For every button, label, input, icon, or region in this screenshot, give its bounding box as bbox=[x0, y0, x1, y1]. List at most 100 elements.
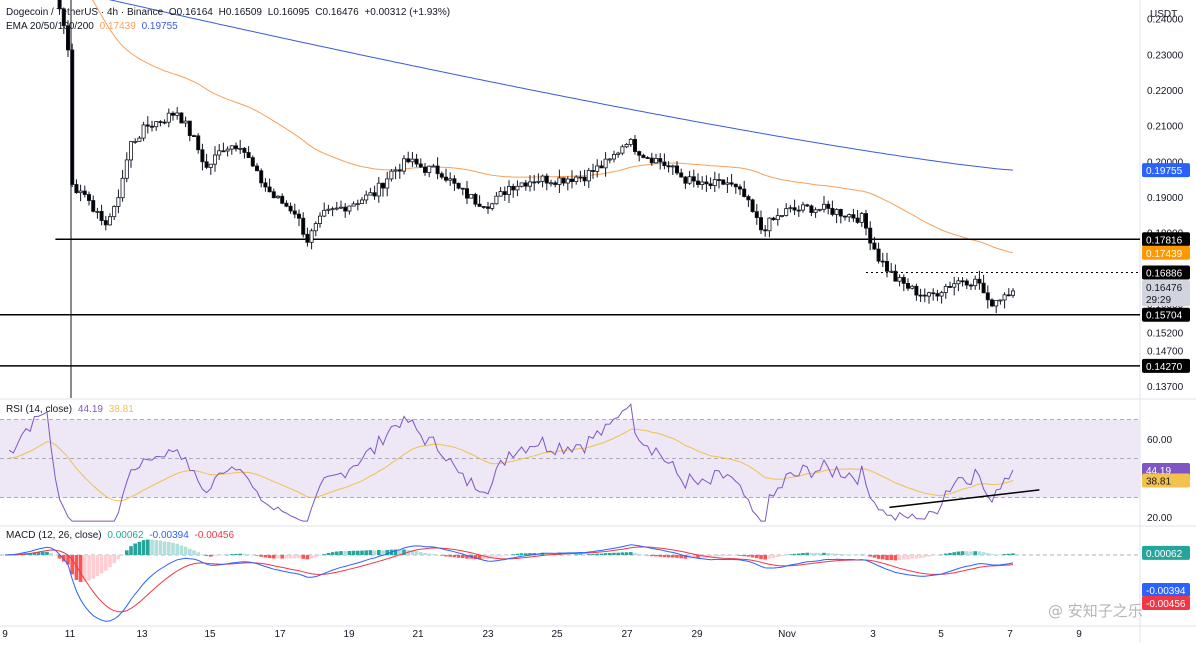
candle-body bbox=[977, 278, 982, 284]
candle-body bbox=[133, 140, 138, 143]
candle-body bbox=[490, 203, 495, 209]
candle-body bbox=[1006, 294, 1011, 297]
candle-body bbox=[796, 209, 801, 212]
macd-hist-bar bbox=[188, 548, 192, 555]
macd-hist-bar bbox=[994, 554, 998, 555]
price-badge-countdown: 29:29 bbox=[1146, 295, 1171, 306]
macd-hist-bar bbox=[53, 555, 58, 556]
macd-hist-bar bbox=[671, 555, 675, 558]
candle-body bbox=[368, 192, 373, 196]
macd-hist-bar bbox=[771, 555, 776, 558]
macd-hist-bar bbox=[267, 555, 272, 559]
candle-body bbox=[317, 215, 322, 224]
candle-body bbox=[876, 248, 881, 262]
macd-hist-bar bbox=[624, 552, 629, 555]
candle-body bbox=[485, 206, 490, 209]
high-value: H0.16509 bbox=[218, 7, 262, 18]
macd-hist-bar bbox=[633, 552, 637, 555]
candle-body bbox=[326, 208, 331, 211]
candle-body bbox=[439, 173, 444, 178]
candle-body bbox=[536, 180, 541, 183]
macd-hist-bar bbox=[834, 553, 839, 555]
candle-body bbox=[784, 208, 789, 216]
macd-hist-bar bbox=[742, 555, 746, 557]
candle-body bbox=[931, 292, 936, 295]
macd-hist-bar bbox=[398, 549, 402, 555]
candle-body bbox=[296, 213, 301, 219]
macd-hist-bar bbox=[167, 542, 171, 555]
macd-hist-bar bbox=[889, 555, 893, 561]
macd-hist-bar bbox=[57, 555, 62, 559]
candle-body bbox=[422, 166, 427, 173]
macd-hist-bar bbox=[990, 554, 994, 555]
macd-hist-bar bbox=[574, 554, 578, 555]
macd-hist-bar bbox=[545, 553, 549, 555]
candle-body bbox=[964, 280, 969, 286]
x-tick-label: 15 bbox=[204, 629, 216, 640]
x-tick-label: 17 bbox=[274, 629, 286, 640]
candle-body bbox=[191, 135, 196, 137]
macd-hist-bar bbox=[452, 555, 457, 558]
candle-body bbox=[330, 208, 335, 211]
candle-body bbox=[427, 165, 432, 173]
candle-body bbox=[469, 193, 474, 199]
macd-hist-bar bbox=[45, 551, 49, 555]
rsi-badge-bg bbox=[1142, 473, 1190, 488]
candle-body bbox=[943, 286, 948, 293]
macd-hist-bar bbox=[864, 555, 868, 556]
candle-body bbox=[481, 206, 486, 208]
candle-body bbox=[200, 149, 205, 163]
macd-hist-bar bbox=[906, 555, 910, 560]
candle-body bbox=[767, 217, 772, 232]
macd-hist-bar bbox=[133, 543, 137, 555]
macd-hist-bar bbox=[788, 554, 793, 555]
macd-signal-value: -0.00456 bbox=[194, 530, 235, 541]
macd-hist-bar bbox=[49, 553, 53, 555]
candle-body bbox=[141, 124, 146, 139]
candle-body bbox=[708, 183, 713, 186]
candle-body bbox=[494, 195, 499, 205]
candle-body bbox=[259, 170, 264, 184]
macd-line-value: -0.00394 bbox=[149, 530, 189, 541]
candle-body bbox=[204, 161, 209, 168]
candle-body bbox=[57, 0, 62, 10]
ema-legend: EMA 20/50/100/200 0.17439 0.19755 bbox=[6, 21, 181, 32]
symbol-label: Dogecoin / TetherUS · 4h · Binance bbox=[6, 7, 164, 18]
macd-hist-bar bbox=[759, 555, 763, 560]
rsi-legend: RSI (14, close) 44.19 38.81 bbox=[6, 404, 137, 415]
macd-hist-bar bbox=[637, 553, 641, 555]
candle-body bbox=[212, 154, 217, 165]
macd-hist-bar bbox=[272, 555, 276, 559]
candle-body bbox=[149, 125, 154, 128]
candle-body bbox=[696, 180, 701, 185]
low-value: L0.16095 bbox=[267, 7, 310, 18]
candle-body bbox=[414, 158, 419, 165]
price-tick-label: 0.22000 bbox=[1147, 86, 1184, 97]
candle-body bbox=[792, 207, 797, 211]
macd-hist-bar bbox=[322, 554, 326, 555]
macd-hist-bar bbox=[981, 552, 986, 555]
x-tick-label: 21 bbox=[412, 629, 424, 640]
price-tick-label: 0.23000 bbox=[1147, 50, 1184, 61]
candle-body bbox=[599, 165, 604, 169]
macd-hist-bar bbox=[570, 554, 574, 555]
macd-hist-bar bbox=[284, 555, 289, 559]
candle-body bbox=[464, 188, 469, 199]
rsi-badge: 44.19 bbox=[1146, 466, 1171, 477]
macd-hist-bar bbox=[616, 552, 620, 555]
candle-body bbox=[612, 154, 617, 160]
rsi-badge: 38.81 bbox=[1146, 476, 1171, 487]
macd-hist-bar bbox=[255, 555, 259, 556]
currency-label: USDT bbox=[1150, 9, 1178, 20]
macd-hist-bar bbox=[939, 554, 944, 556]
candle-body bbox=[196, 135, 201, 151]
candle-body bbox=[817, 208, 822, 211]
macd-hist-bar bbox=[965, 551, 969, 555]
macd-hist-bar bbox=[683, 555, 688, 559]
macd-hist-bar bbox=[792, 553, 797, 555]
candle-body bbox=[939, 292, 944, 297]
candle-body bbox=[973, 278, 978, 287]
macd-hist-bar bbox=[78, 555, 83, 582]
macd-hist-bar bbox=[154, 539, 158, 555]
